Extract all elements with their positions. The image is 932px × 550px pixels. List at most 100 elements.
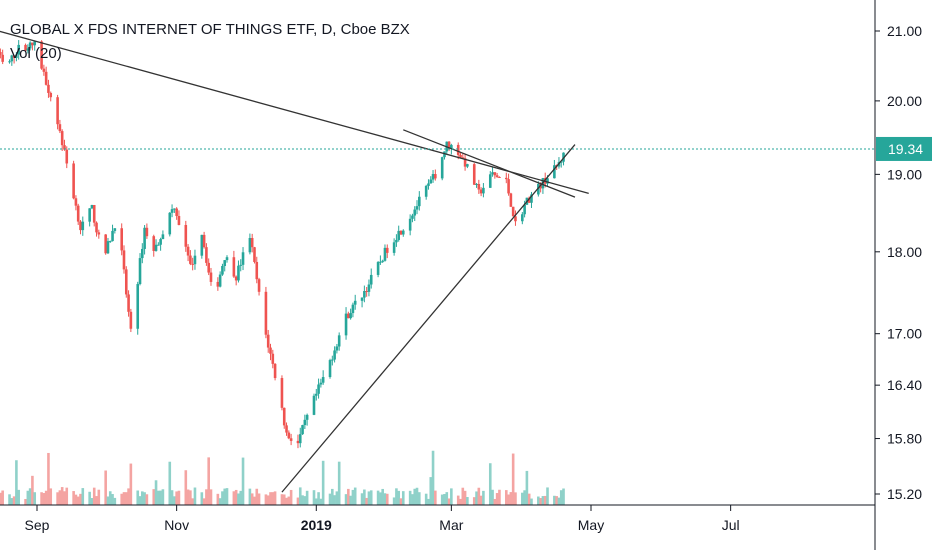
candle-body: [186, 246, 190, 256]
volume-bar: [296, 497, 300, 505]
candle-body: [250, 238, 254, 248]
candle-body: [367, 284, 371, 292]
candle-body: [411, 215, 414, 219]
volume-bar: [367, 491, 371, 505]
volume-bar: [129, 463, 133, 505]
volume-bar: [488, 463, 492, 505]
volume-indicator-label[interactable]: Vol (20): [10, 45, 62, 62]
candle-body: [353, 300, 357, 305]
volume-bar: [271, 492, 275, 505]
candle-body: [129, 311, 133, 329]
candle-body: [392, 242, 396, 253]
volume-bar: [466, 497, 469, 505]
volume-bar: [399, 498, 403, 505]
volume-bar: [287, 496, 291, 505]
candle-body: [136, 284, 140, 329]
volume-bar: [381, 488, 384, 505]
candle-body: [159, 239, 162, 245]
candle-body: [415, 206, 419, 210]
candle-body: [234, 276, 238, 281]
price-tick-label: 15.20: [887, 486, 922, 502]
candle-body: [97, 232, 101, 235]
chart-legend: GLOBAL X FDS INTERNET OF THINGS ETF, D, …: [10, 18, 410, 66]
candle-body: [33, 41, 37, 46]
volume-bar: [141, 491, 144, 505]
volume-bar: [205, 489, 208, 505]
volume-bar: [28, 488, 32, 505]
volume-bar: [127, 488, 130, 505]
volume-bar: [509, 492, 513, 505]
volume-bar: [33, 492, 37, 505]
volume-bar: [223, 488, 227, 505]
candle-body: [56, 97, 59, 125]
candle-body: [8, 61, 11, 63]
candle-body: [15, 54, 18, 58]
candle-body: [395, 239, 398, 243]
volume-bar: [10, 498, 14, 505]
candle-body: [76, 205, 80, 222]
candle-body: [154, 244, 158, 251]
volume-bar: [369, 490, 373, 505]
candle-body: [28, 42, 32, 49]
candle-body: [321, 377, 325, 383]
volume-bar: [555, 496, 558, 505]
volume-bar: [523, 490, 526, 505]
volume-bar: [237, 493, 240, 505]
candle-body: [175, 208, 178, 216]
volume-bar: [90, 498, 94, 505]
candle-body: [248, 238, 252, 253]
volume-bar: [12, 496, 16, 505]
volume-bar: [289, 489, 293, 505]
candle-body: [221, 266, 224, 275]
volume-bar: [411, 494, 414, 505]
volume-bar: [189, 490, 192, 505]
candle-body: [189, 255, 192, 264]
candle-body: [335, 346, 339, 351]
candle-body: [383, 247, 387, 261]
time-tick-label: Sep: [25, 517, 50, 533]
candle-body: [63, 145, 66, 150]
candle-body: [553, 165, 556, 179]
volume-bar: [461, 487, 465, 505]
volume-bar: [379, 492, 382, 505]
candle-body: [521, 214, 524, 222]
candle-body: [459, 154, 462, 158]
candle-body: [10, 55, 14, 62]
volume-bar: [221, 491, 224, 505]
volume-bar: [475, 491, 478, 505]
trendlines[interactable]: [0, 30, 589, 493]
volume-bar: [122, 492, 126, 505]
volume-bar: [173, 496, 176, 505]
candle-body: [269, 347, 272, 354]
candle-body: [498, 176, 501, 178]
volume-bar: [161, 489, 165, 505]
trendline[interactable]: [403, 129, 576, 198]
candle-body: [280, 378, 284, 408]
volume-bar: [248, 488, 252, 505]
candle-body: [530, 194, 533, 203]
candle-body: [95, 222, 98, 233]
time-axis[interactable]: Sep Nov 2019 Mar May Jul: [25, 505, 740, 533]
trendline[interactable]: [0, 30, 589, 194]
volume-bar: [546, 487, 549, 505]
volume-bar: [209, 489, 213, 505]
volume-bar: [392, 497, 396, 505]
volume-bar: [216, 493, 220, 505]
candle-body: [379, 261, 382, 263]
candle-body: [225, 257, 229, 261]
candle-body: [427, 183, 430, 186]
candle-body: [331, 359, 334, 361]
price-tick-label: 17.00: [887, 326, 922, 342]
candle-body: [79, 221, 82, 231]
volume-bar: [527, 493, 531, 505]
candle-body: [81, 221, 85, 231]
volume-bar: [385, 493, 389, 505]
volume-bar: [491, 489, 494, 505]
price-tick-label: 16.40: [887, 377, 922, 393]
price-tick-label: 15.80: [887, 431, 922, 447]
volume-bar: [504, 490, 508, 505]
price-tick-label: 21.00: [887, 23, 922, 39]
price-axis[interactable]: 21.00 20.00 19.00 18.00 17.00 16.40 15.80 15.20: [875, 23, 922, 502]
trendline[interactable]: [281, 144, 576, 493]
